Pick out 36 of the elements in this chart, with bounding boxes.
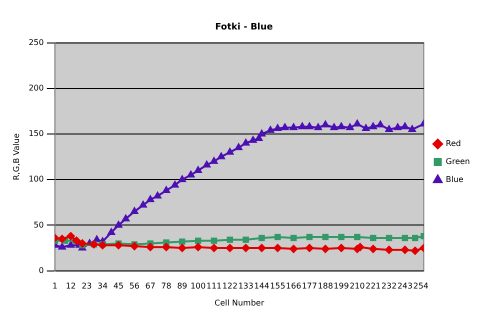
legend-label: Blue [446, 175, 464, 184]
x-tick-label: 100 [190, 282, 206, 291]
legend-label: Green [446, 157, 470, 166]
y-tick-label: 200 [28, 83, 44, 92]
x-tick-label: 67 [145, 282, 156, 291]
y-tick-label: 0 [38, 266, 44, 275]
x-axis-title: Cell Number [214, 298, 265, 308]
x-tick-label: 1 [52, 282, 58, 291]
x-tick-label: 232 [381, 282, 397, 291]
x-tick-label: 199 [334, 282, 349, 291]
x-tick-label: 133 [238, 282, 254, 291]
x-tick-label: 12 [66, 282, 76, 291]
x-tick-label: 155 [270, 282, 286, 291]
x-tick-label: 166 [286, 282, 302, 291]
y-tick-label: 250 [28, 38, 44, 47]
x-tick-label: 89 [177, 282, 188, 291]
y-axis-title: R,G,B Value [12, 133, 21, 180]
y-tick-label: 50 [34, 220, 44, 230]
x-tick-label: 177 [302, 282, 318, 291]
x-tick-label: 254 [413, 282, 429, 291]
x-tick-label: 144 [254, 282, 270, 291]
chart-title: Fotki - Blue [215, 22, 273, 33]
x-tick-label: 34 [98, 282, 108, 291]
x-tick-label: 45 [113, 282, 124, 291]
y-tick-label: 150 [28, 129, 44, 138]
x-tick-label: 111 [206, 282, 222, 291]
legend-label: Red [446, 139, 461, 148]
x-tick-label: 56 [129, 282, 140, 291]
x-tick-label: 23 [82, 282, 92, 291]
x-tick-label: 221 [366, 282, 381, 291]
x-tick-label: 122 [222, 282, 238, 291]
x-tick-label: 210 [350, 282, 365, 291]
x-tick-label: 188 [318, 282, 334, 291]
x-tick-label: 78 [161, 282, 172, 291]
y-tick-label: 100 [28, 174, 44, 184]
x-tick-label: 243 [397, 282, 413, 291]
